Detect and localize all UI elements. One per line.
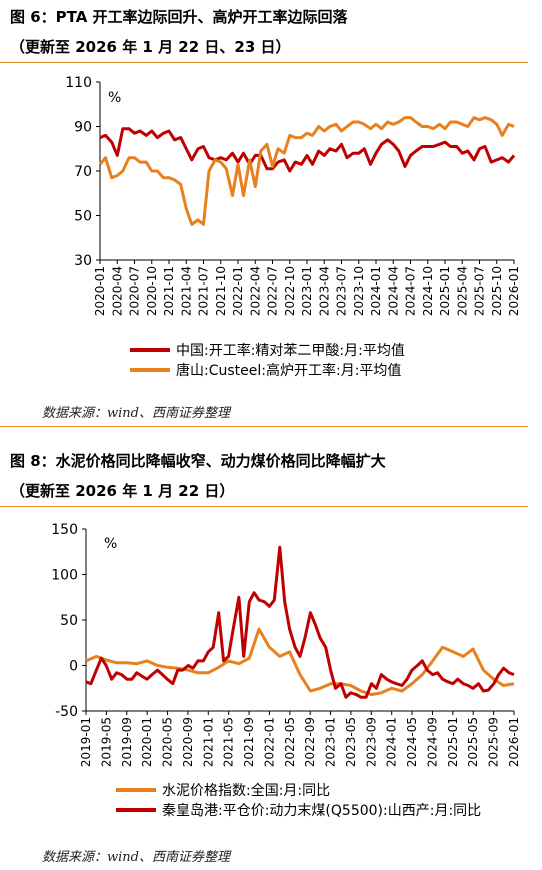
c1-xtick-label: 2025-07 (473, 266, 487, 316)
c2-series-line-0 (85, 627, 515, 697)
c2-xtick-label: 2023-05 (344, 717, 358, 767)
c2-xtick-label: 2019-09 (120, 717, 134, 767)
c1-series-line-1 (98, 116, 515, 226)
c2-ytick-label: -50 (55, 704, 78, 720)
chart2-axes: -50 0 50 100 150 2019-01 2019-05 2019-09 2020-01… (51, 522, 521, 767)
c2-xtick-label: 2024-09 (425, 717, 439, 767)
c2-xtick-label: 2021-05 (222, 717, 236, 767)
c2-xtick-label: 2025-09 (487, 717, 501, 767)
c1-xtick-label: 2022-07 (266, 266, 280, 316)
c1-xtick-label: 2022-04 (248, 266, 262, 316)
c2-xtick-label: 2019-05 (99, 717, 113, 767)
c1-series-line-0 (99, 127, 516, 173)
c1-xtick-label: 2025-04 (455, 266, 469, 316)
c2-xtick-label: 2023-01 (324, 717, 338, 767)
c2-xtick-label: 2023-09 (364, 717, 378, 767)
c1-ytick-label: 90 (74, 120, 92, 136)
chart1-legend: 中国:开工率:精对苯二甲酸:月:平均值唐山:Custeel:高炉开工率:月:平均… (130, 342, 405, 379)
c1-ytick-label: 70 (74, 164, 92, 180)
chart2-series-lines (85, 545, 515, 699)
c2-xtick-label: 2025-01 (446, 717, 460, 767)
c1-xtick-label: 2021-01 (162, 266, 176, 316)
c1-xtick-label: 2020-07 (128, 266, 142, 316)
c2-ytick-label: 150 (51, 522, 78, 538)
c2-xtick-label: 2024-01 (385, 717, 399, 767)
chart1-footer-rule (0, 426, 528, 427)
chart1-source: 数据来源：wind、西南证券整理 (42, 406, 230, 421)
c1-xtick-label: 2020-10 (145, 266, 159, 316)
c1-xtick-label: 2023-04 (317, 266, 331, 316)
c2-xtick-label: 2022-09 (303, 717, 317, 767)
c2-xtick-label: 2021-01 (201, 717, 215, 767)
c2-xtick-label: 2020-05 (161, 717, 175, 767)
c1-xtick-label: 2026-01 (507, 266, 521, 316)
c2-legend-label-1: 秦皇岛港:平仓价:动力末煤(Q5500):山西产:月:同比 (162, 803, 481, 819)
chart1-title: 图 6：PTA 开工率边际回升、高炉开工率边际回落 (10, 8, 348, 26)
c1-xtick-label: 2022-10 (283, 266, 297, 316)
c2-xtick-label: 2024-05 (405, 717, 419, 767)
c2-legend-label-0: 水泥价格指数:全国:月:同比 (162, 782, 330, 799)
chart2-title: 图 8：水泥价格同比降幅收窄、动力煤价格同比降幅扩大 (10, 452, 386, 470)
chart1-unit-label: % (108, 90, 121, 106)
c2-ytick-label: 100 (51, 568, 78, 584)
c1-ytick-label: 50 (74, 209, 92, 225)
chart2-plot: -50 0 50 100 150 2019-01 2019-05 2019-09 2020-01… (51, 522, 521, 819)
c2-xtick-label: 2022-01 (262, 717, 276, 767)
c2-xtick-label: 2025-05 (466, 717, 480, 767)
c2-ytick-label: 50 (60, 613, 78, 629)
c1-ytick-label: 110 (65, 75, 92, 91)
c1-xtick-label: 2023-10 (352, 266, 366, 316)
c1-xtick-label: 2022-01 (231, 266, 245, 316)
c1-xtick-label: 2020-04 (110, 266, 124, 316)
c2-series-line-1 (85, 545, 515, 699)
chart2-legend: 水泥价格指数:全国:月:同比秦皇岛港:平仓价:动力末煤(Q5500):山西产:月… (116, 782, 481, 819)
c1-xtick-label: 2021-10 (214, 266, 228, 316)
c2-xtick-label: 2020-09 (181, 717, 195, 767)
c1-ytick-label: 30 (74, 253, 92, 269)
chart2-subtitle: （更新至 2026 年 1 月 22 日） (10, 482, 235, 500)
c2-xtick-label: 2021-09 (242, 717, 256, 767)
c2-ytick-label: 0 (69, 659, 78, 675)
c1-xtick-label: 2021-07 (197, 266, 211, 316)
c1-xtick-label: 2020-01 (93, 266, 107, 316)
c1-xtick-label: 2023-07 (335, 266, 349, 316)
chart1-subtitle: （更新至 2026 年 1 月 22 日、23 日） (10, 38, 291, 56)
c1-xtick-label: 2024-07 (404, 266, 418, 316)
c2-xtick-label: 2020-01 (140, 717, 154, 767)
c1-xtick-label: 2024-01 (369, 266, 383, 316)
c1-xtick-label: 2024-04 (386, 266, 400, 316)
c2-xtick-label: 2019-01 (79, 717, 93, 767)
c1-legend-label-0: 中国:开工率:精对苯二甲酸:月:平均值 (176, 342, 405, 359)
c1-xtick-label: 2024-10 (421, 266, 435, 316)
chart1-series-lines (98, 116, 516, 226)
c1-xtick-label: 2025-10 (490, 266, 504, 316)
chart1-header-rule (0, 62, 528, 63)
c1-legend-label-1: 唐山:Custeel:高炉开工率:月:平均值 (176, 362, 401, 379)
chart2-source: 数据来源：wind、西南证券整理 (42, 850, 230, 865)
c2-xtick-label: 2026-01 (507, 717, 521, 767)
c1-xtick-label: 2021-04 (179, 266, 193, 316)
chart2-unit-label: % (104, 536, 117, 552)
chart2-header-rule (0, 506, 528, 507)
c1-xtick-label: 2023-01 (300, 266, 314, 316)
c1-xtick-label: 2025-01 (438, 266, 452, 316)
c2-xtick-label: 2022-05 (283, 717, 297, 767)
